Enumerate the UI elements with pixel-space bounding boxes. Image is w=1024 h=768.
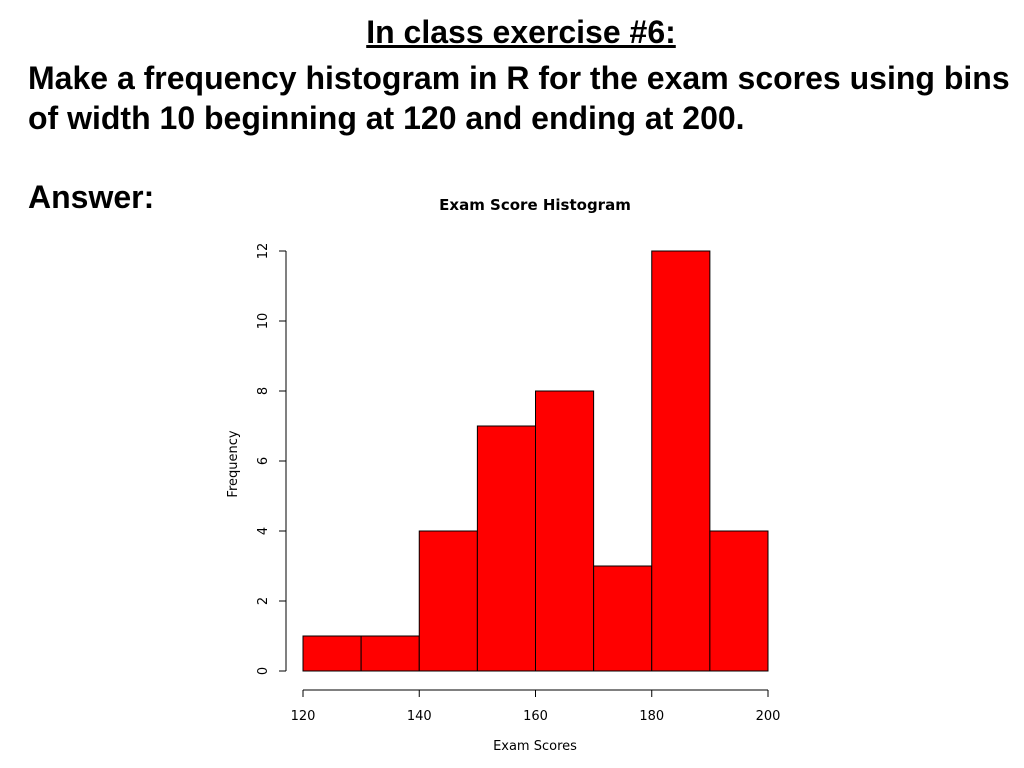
x-tick-label: 140	[407, 709, 432, 724]
y-tick-label: 4	[256, 527, 271, 535]
slide-instructions: Make a frequency histogram in R for the …	[28, 60, 1010, 136]
slide-title: In class exercise #6:	[366, 14, 676, 50]
y-tick-label: 2	[256, 597, 271, 605]
x-axis: 120 140 160 180 200	[291, 689, 781, 724]
histogram-bar-160-170	[535, 390, 595, 672]
histogram-bar-130-140	[360, 635, 420, 672]
y-axis-label: Frequency	[226, 430, 241, 497]
y-tick-label: 10	[256, 313, 271, 330]
x-axis-label: Exam Scores	[493, 739, 577, 754]
histogram-bar-180-190	[651, 250, 711, 672]
histogram-bar-190-200	[709, 530, 769, 672]
y-tick-label: 12	[256, 243, 271, 260]
histogram-bar-120-130	[302, 635, 362, 672]
histogram-bar-140-150	[418, 530, 478, 672]
x-tick-label: 180	[639, 709, 664, 724]
y-axis: 0 2 4 6 8 10 12	[256, 243, 287, 675]
x-tick-label: 120	[291, 709, 316, 724]
bars-group	[302, 250, 769, 672]
x-tick-label: 160	[523, 709, 548, 724]
y-tick-label: 6	[256, 457, 271, 465]
x-tick-label: 200	[756, 709, 781, 724]
answer-label: Answer:	[28, 179, 155, 215]
histogram-bar-150-160	[476, 425, 536, 672]
y-tick-label: 0	[256, 667, 271, 675]
chart-title: Exam Score Histogram	[439, 196, 631, 214]
histogram-bar-170-180	[593, 565, 653, 672]
y-tick-label: 8	[256, 387, 271, 395]
